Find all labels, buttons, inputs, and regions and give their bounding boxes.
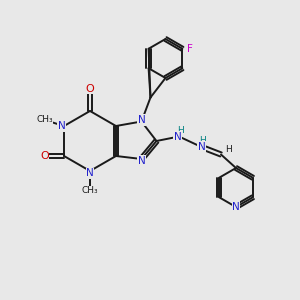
Text: N: N: [174, 131, 182, 142]
Text: N: N: [198, 142, 206, 152]
Text: CH₃: CH₃: [36, 116, 53, 124]
Text: H: H: [225, 146, 232, 154]
Text: N: N: [58, 121, 65, 131]
Text: CH₃: CH₃: [82, 186, 98, 195]
Text: O: O: [40, 151, 49, 161]
Text: H: H: [200, 136, 206, 145]
Text: H: H: [177, 126, 184, 135]
Text: N: N: [86, 168, 94, 178]
Text: N: N: [138, 155, 146, 166]
Text: N: N: [232, 202, 240, 212]
Text: O: O: [85, 83, 94, 94]
Text: N: N: [138, 115, 146, 125]
Text: F: F: [187, 44, 193, 54]
